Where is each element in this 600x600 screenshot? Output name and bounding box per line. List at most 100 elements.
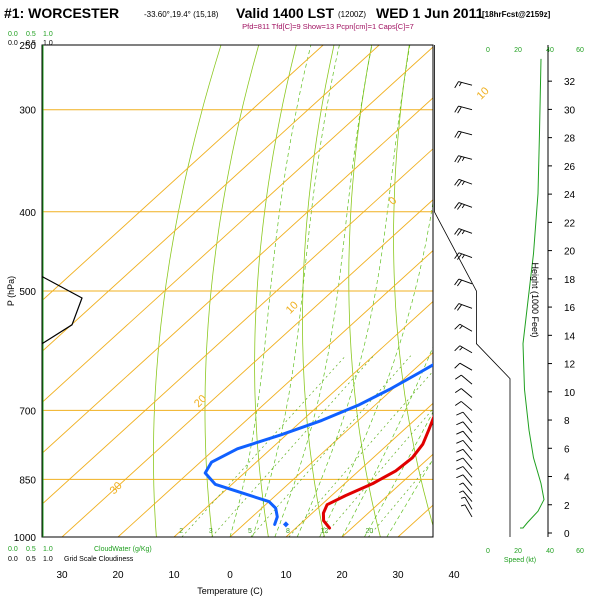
mixing-ratio-label: 8 (286, 528, 290, 535)
barb-staff (462, 440, 473, 452)
speed-scale-top: 20 (514, 47, 522, 54)
barb-flag (456, 411, 464, 416)
barb-half-flag (459, 325, 463, 329)
mixing-ratio-label: 5 (248, 528, 252, 535)
valid-time: Valid 1400 LST (236, 5, 334, 21)
barb-staff (462, 466, 473, 478)
mixing-ratio-line (181, 355, 346, 537)
barb-staff (458, 155, 473, 160)
wind-barb (454, 202, 473, 210)
cloudwater-label: CloudWater (g/Kg) (94, 546, 152, 553)
x-axis-label: Temperature (C) (197, 586, 263, 596)
wind-barb (454, 374, 473, 385)
barb-staff (462, 490, 473, 502)
isotherm (42, 46, 433, 404)
barb-staff (462, 457, 473, 470)
isotherm-label: 20 (192, 393, 209, 410)
wind-barb (459, 490, 473, 502)
speed-scale-bottom: 20 (514, 548, 522, 555)
isotherm (454, 45, 600, 537)
height-tick-label: 16 (564, 303, 576, 314)
moist-adiabat (252, 45, 340, 537)
dry-adiabat (302, 45, 335, 537)
barb-flag (457, 253, 463, 260)
height-axis-label: Height (1000 Feet) (530, 262, 540, 337)
height-tick-label: 18 (564, 275, 576, 286)
barb-flag (456, 457, 464, 462)
barb-staff (458, 303, 473, 309)
mixing-ratio-label: 20 (366, 528, 374, 535)
barb-flag (456, 439, 464, 444)
height-tick-label: 22 (564, 218, 576, 229)
barb-half-flag (459, 346, 463, 351)
y-axis-label: P (hPa) (6, 276, 16, 306)
wind-barb (454, 228, 473, 236)
barb-half-flag (458, 82, 462, 87)
x-tick-label: 0 (227, 570, 233, 581)
barb-staff (462, 421, 473, 433)
barb-half-flag (460, 496, 466, 499)
speed-scale-bottom: 60 (576, 548, 584, 555)
wind-barb (456, 448, 473, 461)
isotherm (117, 250, 433, 537)
right-outline (434, 45, 511, 537)
isotherm (229, 351, 433, 537)
station-coords: -33.60°,19.4° (15,18) (144, 10, 219, 19)
station-name: #1: WORCESTER (4, 5, 119, 21)
barb-staff (462, 449, 473, 461)
cloudiness-value: 1.0 (43, 556, 53, 563)
barb-flag (457, 229, 463, 236)
dewpoint-marker (282, 521, 289, 528)
wind-barb (456, 466, 473, 478)
speed-scale-bottom: 0 (486, 548, 490, 555)
top-scale-label-2: 1.0 (43, 40, 53, 47)
barb-staff (462, 411, 473, 424)
dry-adiabat (437, 45, 493, 537)
barb-flag (454, 323, 461, 330)
height-tick-label: 28 (564, 134, 576, 145)
barb-staff (459, 362, 473, 371)
barb-staff (458, 228, 473, 234)
barb-flag (456, 421, 464, 426)
barb-staff (459, 323, 473, 332)
barb-staff (464, 504, 473, 518)
barb-flag (457, 180, 463, 187)
isotherm (173, 300, 433, 537)
wind-barb (454, 81, 473, 89)
wind-barb (456, 421, 473, 433)
barb-flag (456, 448, 464, 453)
wind-barb (456, 457, 473, 470)
wind-speed-profile (520, 58, 545, 529)
barb-staff (462, 474, 473, 486)
moist-adiabat (274, 45, 373, 537)
wind-barb (454, 105, 473, 114)
dry-adiabat (348, 45, 381, 537)
isotherm (285, 402, 433, 537)
barb-flag (454, 388, 462, 393)
barb-flag (456, 474, 464, 479)
barb-staff (458, 178, 473, 185)
isotherm (42, 97, 433, 454)
wind-barb (456, 439, 473, 452)
barb-flag (454, 303, 460, 310)
top-scale-label: 0.0 (8, 31, 18, 38)
wind-barb (454, 401, 473, 411)
barb-flag (454, 202, 460, 209)
barb-flag (454, 252, 460, 259)
x-tick-label: 30 (392, 570, 404, 581)
wind-barb (454, 303, 473, 311)
pressure-tick-label: 850 (19, 475, 36, 486)
wind-barb (454, 252, 473, 260)
wind-barb (454, 130, 473, 139)
barb-flag (454, 81, 459, 89)
barb-flag (454, 345, 461, 352)
height-tick-label: 4 (564, 473, 570, 484)
wind-barb (460, 496, 473, 510)
indices-line: Pfd=811 Tfd[C]=9 Show=13 Pcpn[cm]=1 Caps… (242, 22, 414, 31)
moist-adiabat (319, 200, 433, 537)
barb-staff (458, 105, 473, 111)
x-tick-label: 40 (448, 570, 460, 581)
pressure-tick-label: 250 (19, 41, 36, 52)
mixing-ratio-label: 3 (209, 528, 213, 535)
wind-barb (459, 482, 473, 494)
